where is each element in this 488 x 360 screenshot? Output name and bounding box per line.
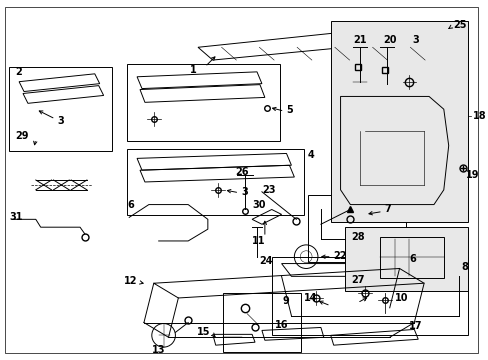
Text: 2: 2 <box>15 67 22 77</box>
Bar <box>379 237 443 278</box>
Text: 10: 10 <box>394 293 407 303</box>
Text: 6: 6 <box>127 199 134 210</box>
Text: 19: 19 <box>466 170 479 180</box>
Text: 8: 8 <box>461 261 468 271</box>
Bar <box>330 21 468 222</box>
Text: 20: 20 <box>382 35 396 45</box>
Text: 30: 30 <box>252 199 265 210</box>
Bar <box>271 257 468 335</box>
Text: 16: 16 <box>274 320 288 329</box>
Text: 27: 27 <box>351 275 364 285</box>
Text: 21: 21 <box>353 35 366 45</box>
Text: 14: 14 <box>304 293 317 303</box>
Text: 13: 13 <box>152 345 165 355</box>
Text: 22: 22 <box>333 251 346 261</box>
Text: 25: 25 <box>453 20 466 30</box>
Bar <box>127 64 279 141</box>
Text: 9: 9 <box>282 296 289 306</box>
Text: 29: 29 <box>15 131 29 141</box>
Text: 31: 31 <box>9 212 23 222</box>
Bar <box>9 67 112 150</box>
Text: 3: 3 <box>411 35 418 45</box>
Bar <box>345 227 468 291</box>
Bar <box>307 195 406 262</box>
Text: 24: 24 <box>259 256 272 266</box>
Text: 3: 3 <box>57 116 64 126</box>
Text: 7: 7 <box>384 204 391 215</box>
Text: 11: 11 <box>252 236 265 246</box>
Text: 17: 17 <box>408 320 422 330</box>
Text: 23: 23 <box>262 185 275 195</box>
Text: 6: 6 <box>408 254 415 264</box>
Bar <box>222 293 301 352</box>
Text: 18: 18 <box>472 111 486 121</box>
Bar <box>127 149 304 215</box>
Text: 5: 5 <box>286 105 293 115</box>
Text: 3: 3 <box>241 187 247 197</box>
Text: 15: 15 <box>197 327 210 337</box>
Text: 12: 12 <box>123 276 137 286</box>
Text: 4: 4 <box>307 150 314 161</box>
Text: 1: 1 <box>189 65 196 75</box>
Text: 26: 26 <box>235 167 248 177</box>
Text: 28: 28 <box>351 232 364 242</box>
